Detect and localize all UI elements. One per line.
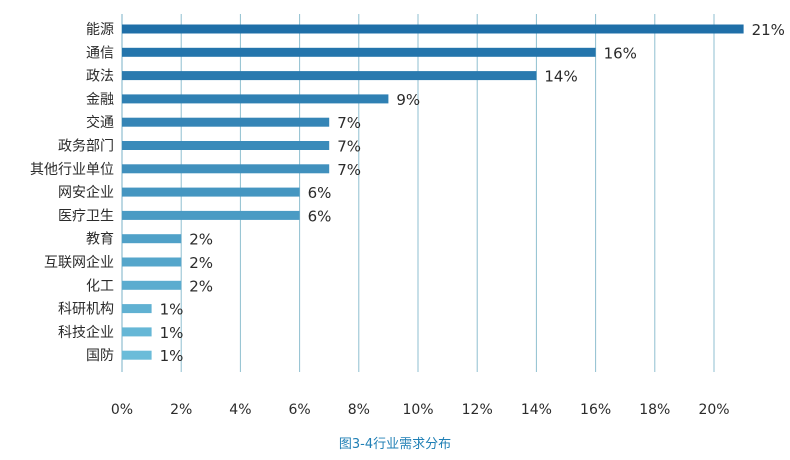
data-label: 21% [752,21,785,39]
data-label: 1% [160,324,184,342]
bar [122,94,389,104]
bar [122,71,537,81]
data-label: 16% [604,44,637,62]
bar [122,24,744,34]
category-label: 化工 [86,278,114,294]
x-tick-label: 18% [639,402,670,418]
x-tick-label: 14% [521,402,552,418]
data-label: 7% [337,138,361,156]
data-label: 2% [189,254,213,272]
data-label: 6% [308,184,332,202]
category-label: 医疗卫生 [58,208,114,224]
bar [122,164,330,174]
data-label: 7% [337,161,361,179]
category-label: 互联网企业 [44,254,114,271]
bar [122,280,182,290]
figure-caption: 图3-4行业需求分布 [339,437,451,452]
bar [122,47,596,57]
category-label: 国防 [86,348,114,364]
bar [122,350,152,360]
category-label: 政法 [86,69,114,85]
data-label: 1% [160,301,184,319]
x-tick-label: 0% [111,402,133,418]
data-label: 2% [189,231,213,249]
x-tick-label: 4% [229,402,251,418]
x-tick-label: 16% [580,402,611,418]
category-label: 其他行业单位 [30,162,114,178]
x-tick-label: 6% [288,402,310,418]
bar [122,304,152,314]
x-tick-label: 8% [348,402,370,418]
category-label: 通信 [86,45,114,61]
bar [122,117,330,127]
data-label: 9% [396,91,420,109]
category-label: 交通 [86,114,114,131]
category-label: 能源 [86,22,114,38]
bar [122,257,182,267]
data-label: 1% [160,347,184,365]
category-labels: 能源通信政法金融交通政务部门其他行业单位网安企业医疗卫生教育互联网企业化工科研机… [30,22,114,364]
x-tick-label: 10% [402,402,433,418]
category-label: 教育 [86,232,114,248]
category-label: 科技企业 [58,324,114,341]
category-label: 网安企业 [58,184,114,201]
bar [122,141,330,150]
category-label: 金融 [86,92,114,108]
category-label: 科研机构 [58,302,114,318]
bars [122,24,744,360]
data-label: 7% [337,114,361,132]
bar [122,187,300,197]
x-tick-label: 12% [462,402,493,418]
data-label: 14% [544,68,577,86]
x-axis-ticks: 0% 2% 4% 6% 8% 10% 12% 14% 16% 18% 20% [111,402,730,418]
bar [122,210,300,220]
value-labels: 21% 16% 14% 9% 7% 7% 7% 6% 6% 2% 2% 2% 1% 1% 1% [160,21,785,365]
data-label: 6% [308,207,332,225]
x-tick-label: 20% [698,402,729,418]
category-label: 政务部门 [58,139,114,155]
data-label: 2% [189,277,213,295]
x-tick-label: 2% [170,402,192,418]
bar [122,234,182,244]
bar [122,327,152,337]
